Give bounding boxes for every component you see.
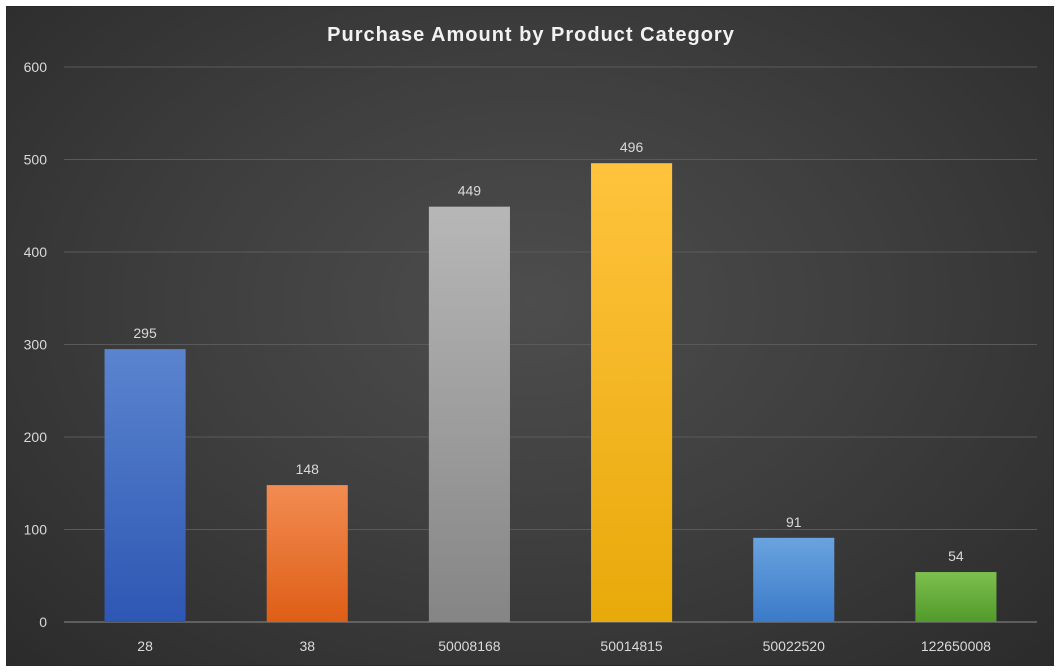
x-tick-label: 50014815 <box>600 638 663 654</box>
y-tick-label: 600 <box>24 59 48 75</box>
y-tick-label: 200 <box>24 429 48 445</box>
x-tick-label: 122650008 <box>921 638 991 654</box>
y-tick-label: 100 <box>24 522 48 538</box>
y-tick-label: 300 <box>24 337 48 353</box>
x-tick-label: 38 <box>299 638 315 654</box>
y-tick-label: 500 <box>24 152 48 168</box>
y-tick-label: 0 <box>39 614 47 630</box>
bar-50008168 <box>428 206 510 623</box>
bar-50014815 <box>591 163 673 622</box>
data-label: 148 <box>296 461 320 477</box>
bar-50022520 <box>753 537 835 622</box>
gridlines <box>64 66 1037 623</box>
data-label: 54 <box>948 548 964 564</box>
data-label: 295 <box>133 325 157 341</box>
chart-area: 0 100 200 300 400 500 600 295 28 148 38 449 50008168… <box>6 6 1054 666</box>
bar-28 <box>104 349 186 622</box>
x-tick-label: 28 <box>137 638 153 654</box>
bar-122650008 <box>915 572 997 622</box>
bars <box>104 163 997 623</box>
bar-chart: 0 100 200 300 400 500 600 295 28 148 38 449 50008168… <box>24 24 1037 654</box>
y-tick-label: 400 <box>24 244 48 260</box>
data-label: 91 <box>786 514 802 530</box>
x-tick-label: 50008168 <box>438 638 501 654</box>
data-label: 449 <box>458 183 482 199</box>
chart-title: Purchase Amount by Product Category <box>327 24 735 46</box>
x-tick-label: 50022520 <box>763 638 826 654</box>
data-label: 496 <box>620 139 644 155</box>
labels: 0 100 200 300 400 500 600 295 28 148 38 449 50008168… <box>24 59 992 654</box>
bar-38 <box>266 485 348 622</box>
